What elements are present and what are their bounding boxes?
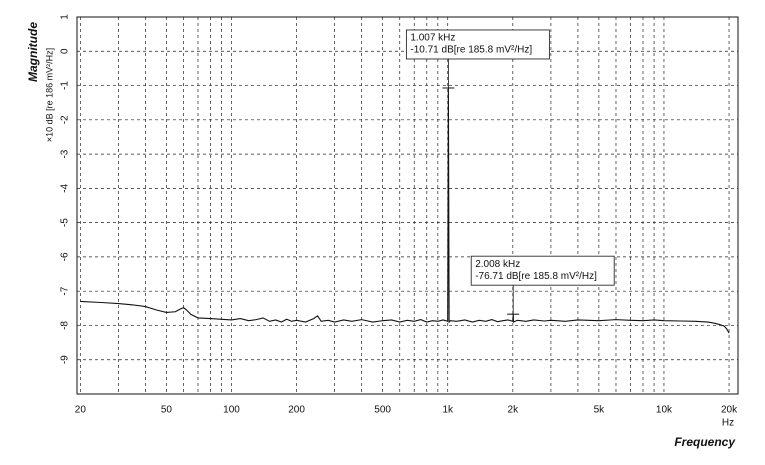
annotation-text: -76.71 dB[re 185.8 mV²/Hz]: [475, 271, 597, 282]
y-tick-label: -6: [60, 252, 71, 261]
y-tick-label: -5: [60, 218, 71, 227]
y-tick-label: 0: [60, 48, 71, 54]
x-tick-label: 500: [374, 405, 391, 416]
plot-frame: [76, 16, 739, 395]
y-tick-label: -2: [60, 115, 71, 124]
y-tick-label: -1: [60, 81, 71, 90]
annotation-text: 1.007 kHz: [410, 33, 455, 44]
y-axis-units: ×10 dB [re 186 mV²/Hz]: [44, 48, 54, 142]
x-axis-label: Frequency: [674, 435, 736, 449]
x-tick-label: 20k: [721, 405, 738, 416]
x-tick-label: 5k: [594, 405, 606, 416]
x-tick-label: 2k: [508, 405, 520, 416]
x-tick-label: 100: [223, 405, 240, 416]
y-tick-label: -7: [60, 286, 71, 295]
x-tick-label: 50: [161, 405, 173, 416]
x-tick-label: 20: [75, 405, 87, 416]
annotation-box: [470, 255, 615, 286]
annotation-text: -10.71 dB[re 185.8 mV²/Hz]: [410, 45, 532, 56]
x-units: Hz: [722, 418, 734, 429]
x-tick-label: 1k: [442, 405, 454, 416]
y-tick-label: -9: [60, 355, 71, 364]
spectrum-line: [80, 87, 730, 334]
annotation-text: 2.008 kHz: [475, 259, 520, 270]
y-axis-label: Magnitude: [26, 22, 40, 82]
annotation-box: [405, 29, 550, 60]
x-tick-label: 10k: [656, 405, 673, 416]
y-tick-label: -8: [60, 321, 71, 330]
y-tick-label: -3: [60, 149, 71, 158]
x-tick-label: 200: [288, 405, 305, 416]
y-tick-label: 1: [60, 14, 71, 20]
y-tick-label: -4: [60, 183, 71, 192]
